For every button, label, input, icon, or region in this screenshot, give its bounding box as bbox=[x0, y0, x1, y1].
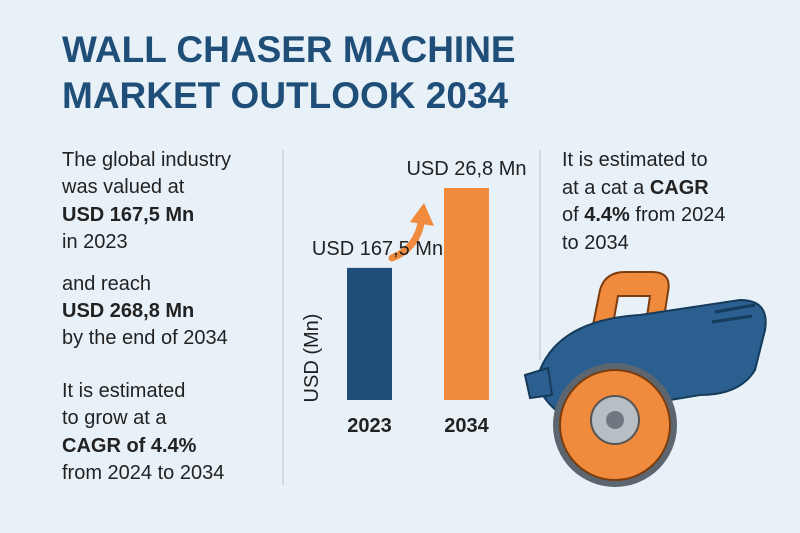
x-tick-label: 2023 bbox=[347, 415, 392, 437]
text-span: at a cat a bbox=[562, 177, 650, 199]
bar-label: USD 26,8 Mn bbox=[406, 158, 526, 180]
bar-label: USD 167,5 Mn bbox=[312, 238, 443, 260]
text-line: CAGR of 4.4% bbox=[62, 435, 197, 457]
text-span: from 2024 bbox=[630, 204, 726, 226]
text-line: The global industry bbox=[62, 149, 231, 171]
title-line: MARKET OUTLOOK 2034 bbox=[62, 75, 509, 116]
text-span: CAGR bbox=[650, 177, 709, 199]
text-line: It is estimated bbox=[62, 380, 185, 402]
text-line: to 2034 bbox=[562, 232, 629, 254]
saw-illustration bbox=[523, 271, 767, 487]
text-line: USD 268,8 Mn bbox=[62, 300, 194, 322]
text-line: was valued at bbox=[61, 176, 185, 198]
axis-label: USD (Mn) bbox=[301, 314, 323, 403]
text-span: of bbox=[562, 204, 584, 226]
text-line: to grow at a bbox=[62, 407, 167, 429]
bar bbox=[347, 267, 392, 400]
text-line: at a cat a CAGR bbox=[562, 177, 709, 199]
x-tick-label: 2034 bbox=[444, 415, 489, 437]
text-span: 4.4% bbox=[584, 204, 630, 226]
arrow-head bbox=[410, 203, 434, 226]
text-line: and reach bbox=[62, 273, 151, 295]
text-line: by the end of 2034 bbox=[62, 327, 228, 349]
text-line: USD 167,5 Mn bbox=[62, 204, 194, 226]
text-span: to 2034 bbox=[562, 232, 629, 254]
title-line: WALL CHASER MACHINE bbox=[62, 29, 516, 70]
text-line: It is estimated to bbox=[562, 149, 708, 171]
bar bbox=[444, 188, 489, 400]
text-line: from 2024 to 2034 bbox=[62, 462, 224, 484]
text-line: in 2023 bbox=[62, 231, 128, 253]
text-line: of 4.4% from 2024 bbox=[562, 204, 725, 226]
text-span: It is estimated to bbox=[562, 149, 708, 171]
